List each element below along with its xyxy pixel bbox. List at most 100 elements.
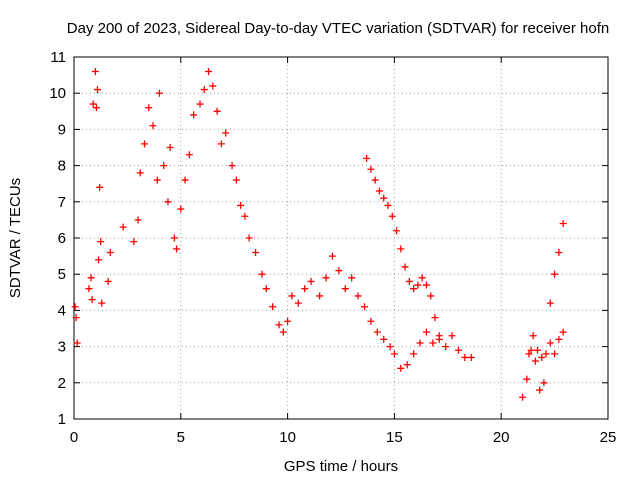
data-point [307, 277, 315, 285]
data-point [217, 140, 225, 148]
data-point [71, 303, 79, 311]
data-point [136, 169, 144, 177]
data-point [527, 346, 535, 354]
data-point [384, 201, 392, 209]
data-point [401, 263, 409, 271]
data-point [245, 234, 253, 242]
data-point [209, 82, 217, 90]
data-point [341, 285, 349, 293]
data-point [130, 238, 138, 246]
data-point [363, 154, 371, 162]
data-point [546, 299, 554, 307]
data-point [386, 343, 394, 351]
data-point [185, 151, 193, 159]
data-point [316, 292, 324, 300]
data-point [442, 343, 450, 351]
y-tick-label: 9 [58, 121, 66, 138]
x-tick-label: 0 [70, 429, 78, 446]
data-point [405, 277, 413, 285]
y-axis-label: SDTVAR / TECUs [7, 178, 24, 298]
data-point [422, 281, 430, 289]
x-tick-label: 10 [279, 429, 296, 446]
x-tick-label: 5 [177, 429, 185, 446]
x-tick-label: 25 [600, 429, 617, 446]
data-point [205, 67, 213, 75]
data-point [288, 292, 296, 300]
data-point [92, 104, 100, 112]
data-point [414, 281, 422, 289]
data-point [525, 350, 533, 358]
data-points [71, 67, 567, 401]
data-point [85, 285, 93, 293]
data-point [72, 314, 80, 322]
data-point [529, 332, 537, 340]
data-point [360, 303, 368, 311]
data-point [335, 267, 343, 275]
data-point [422, 328, 430, 336]
data-point [104, 277, 112, 285]
data-point [555, 248, 563, 256]
data-point [258, 270, 266, 278]
data-point [262, 285, 270, 293]
data-point [170, 234, 178, 242]
data-point [177, 205, 185, 213]
y-tick-label: 11 [50, 49, 66, 66]
data-point [410, 285, 418, 293]
data-point [181, 176, 189, 184]
data-point [538, 353, 546, 361]
y-tick-label: 1 [58, 411, 66, 428]
data-point [546, 339, 554, 347]
data-point [145, 104, 153, 112]
data-point [241, 212, 249, 220]
data-point [97, 238, 105, 246]
data-point [536, 386, 544, 394]
data-point [410, 350, 418, 358]
data-point [397, 364, 405, 372]
data-point [380, 335, 388, 343]
data-point [393, 227, 401, 235]
data-point [252, 248, 260, 256]
data-point [523, 375, 531, 383]
y-tick-labels: 1 2 3 4 5 6 7 8 9 10 11 [49, 49, 66, 428]
data-point [88, 296, 96, 304]
y-tick-label: 3 [58, 339, 66, 356]
data-point [149, 122, 157, 130]
data-point [435, 332, 443, 340]
y-tick-label: 4 [58, 302, 66, 319]
data-point [140, 140, 148, 148]
data-point [448, 332, 456, 340]
data-point [555, 335, 563, 343]
data-point [232, 176, 240, 184]
data-point [388, 212, 396, 220]
data-point [190, 111, 198, 119]
data-point [222, 129, 230, 137]
data-point [429, 339, 437, 347]
data-point [416, 339, 424, 347]
data-point [367, 317, 375, 325]
data-point [95, 256, 103, 264]
data-point [301, 285, 309, 293]
data-point [160, 162, 168, 170]
data-point [196, 100, 204, 108]
data-point [371, 176, 379, 184]
data-point [93, 86, 101, 94]
data-point [200, 86, 208, 94]
x-tick-labels: 0 5 10 15 20 25 [70, 429, 617, 446]
data-point [418, 274, 426, 282]
data-point [134, 216, 142, 224]
y-tick-label: 5 [58, 266, 66, 283]
data-point [534, 346, 542, 354]
data-point [284, 317, 292, 325]
data-point [540, 379, 548, 387]
data-point [390, 350, 398, 358]
data-point [427, 292, 435, 300]
data-point [89, 100, 97, 108]
data-point [551, 350, 559, 358]
data-point [294, 299, 302, 307]
data-point [164, 198, 172, 206]
data-point [559, 220, 567, 228]
data-point [559, 328, 567, 336]
data-point [531, 357, 539, 365]
chart-title: Day 200 of 2023, Sidereal Day-to-day VTE… [67, 20, 609, 37]
